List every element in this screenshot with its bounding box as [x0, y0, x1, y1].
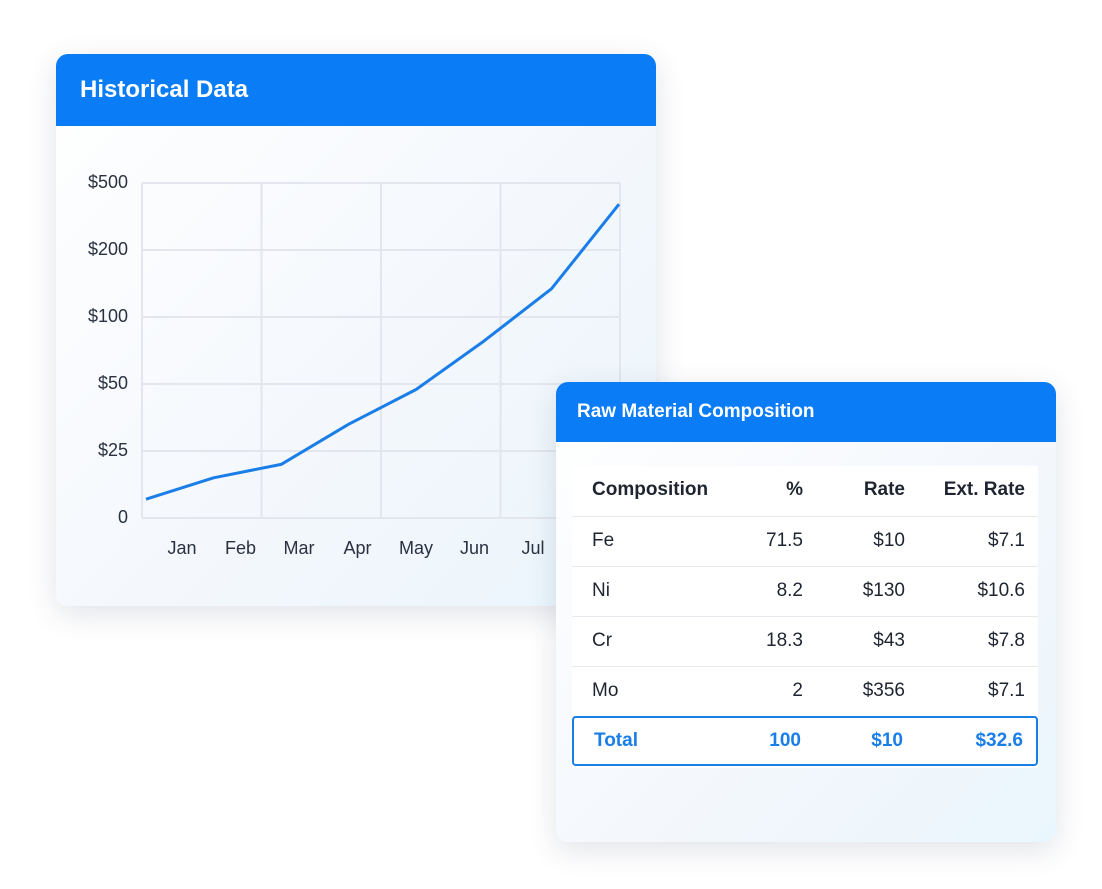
table-cell: $7.1 [988, 530, 1025, 551]
table-cell: $43 [873, 630, 905, 651]
table-cell: $10 [873, 530, 905, 551]
y-tick-label: $500 [88, 172, 128, 192]
y-tick-label: $25 [98, 440, 128, 460]
table-cell: $130 [862, 580, 905, 601]
table-cell: $7.1 [988, 680, 1025, 701]
table-cell: 8.2 [776, 580, 803, 601]
total-cell: $10 [871, 730, 903, 751]
table-cell: $356 [862, 680, 905, 701]
historical-card: Historical Data 0 $25 $50 $100 $200 $500 Jan Fe… [56, 54, 656, 606]
table-cell: 18.3 [766, 630, 803, 651]
card-title: Raw Material Composition [556, 382, 1056, 442]
x-tick-label: May [399, 538, 433, 558]
table: Composition% Rate Ext. Rate Fe 71.5 $10 $7.1 Ni… [572, 466, 1038, 768]
x-tick-label: Mar [284, 538, 315, 558]
table-cell: $7.8 [988, 630, 1025, 651]
x-tick-label: Jan [167, 538, 196, 558]
composition-card: Raw Material Composition Composition% Rat… [556, 382, 1056, 842]
header-cell: Rate [863, 479, 905, 500]
table-cell: Fe [592, 530, 615, 551]
y-tick-label: $100 [88, 306, 128, 326]
table-row: Mo 2 $356 $7.1 [572, 666, 1038, 717]
table-cell: 2 [792, 680, 803, 701]
total-row: Total 100 $10 $32.6 [572, 716, 1038, 766]
table-cell: 71.5 [766, 530, 803, 551]
table-cell: Ni [592, 580, 610, 601]
table-row: Fe 71.5 $10 $7.1 [572, 516, 1038, 567]
y-tick-label: 0 [118, 507, 128, 527]
header-cell: Composition [592, 479, 709, 500]
total-cell: $32.6 [975, 730, 1023, 751]
x-tick-label: Jul [521, 538, 544, 558]
table-row: Cr 18.3 $43 $7.8 [572, 616, 1038, 667]
table-cell: Cr [592, 630, 613, 651]
y-tick-label: $50 [98, 373, 128, 393]
table-cell: $10.6 [977, 580, 1025, 601]
y-tick-label: $200 [88, 239, 128, 259]
header-cell: % [786, 479, 803, 500]
total-cell: Total [594, 730, 638, 751]
x-tick-label: Apr [343, 538, 371, 558]
header-row: Composition% Rate Ext. Rate [572, 466, 1038, 517]
x-tick-label: Jun [460, 538, 489, 558]
line-series [145, 203, 621, 501]
header-cell: Ext. Rate [943, 479, 1025, 500]
total-cell: 100 [769, 730, 801, 751]
x-tick-label: Feb [225, 538, 256, 558]
card-title: Historical Data [56, 54, 656, 126]
table-cell: Mo [592, 680, 619, 701]
table-row: Ni 8.2 $130 $10.6 [572, 566, 1038, 617]
